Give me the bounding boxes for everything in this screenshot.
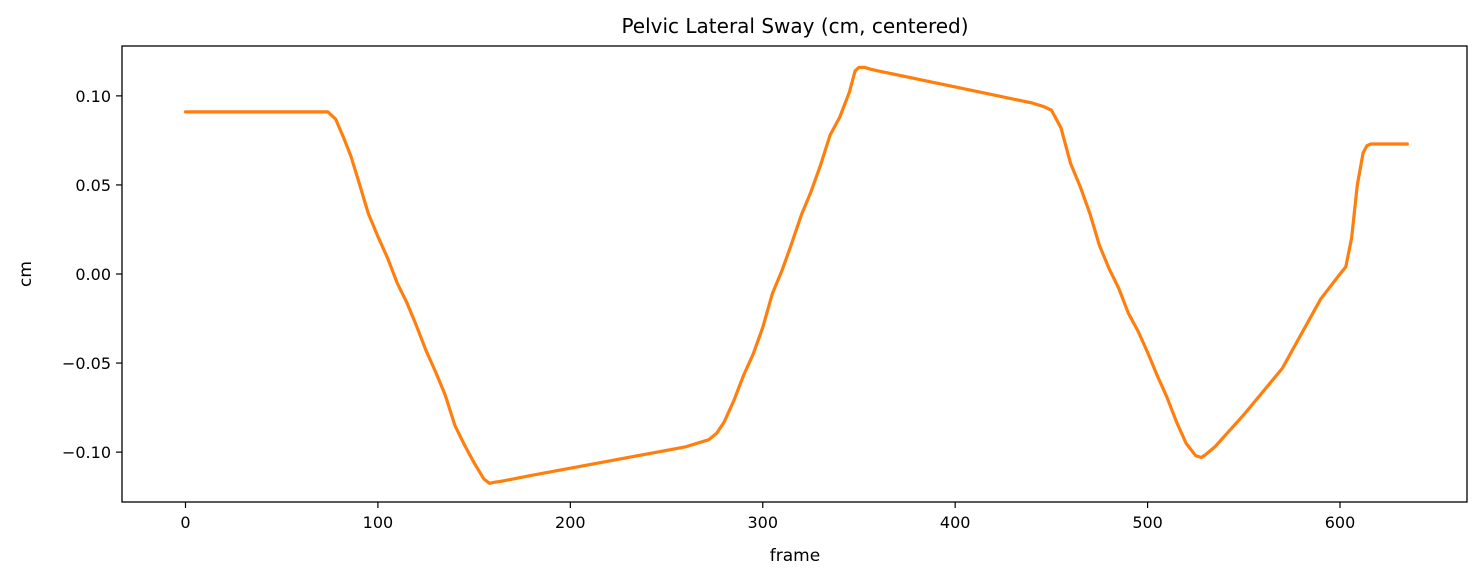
y-axis: −0.10 −0.05 0.00 0.05 0.10: [62, 87, 122, 462]
x-tick-label: 500: [1132, 513, 1163, 532]
y-axis-label: cm: [16, 261, 36, 287]
x-axis-label: frame: [770, 546, 820, 566]
x-tick-label: 400: [940, 513, 971, 532]
series-line: [183, 65, 1409, 485]
y-tick-label: −0.05: [62, 354, 111, 373]
axes-frame: [121, 45, 1468, 503]
x-axis: 0 100 200 300 400 500 600: [180, 502, 1355, 532]
y-tick-label: 0.05: [75, 176, 111, 195]
x-tick-label: 600: [1325, 513, 1356, 532]
y-tick-label: 0.00: [75, 265, 111, 284]
x-tick-label: 300: [747, 513, 778, 532]
x-tick-label: 0: [180, 513, 190, 532]
chart-title: Pelvic Lateral Sway (cm, centered): [621, 14, 968, 38]
x-tick-label: 100: [363, 513, 394, 532]
plot-area: [183, 65, 1409, 485]
y-tick-label: −0.10: [62, 443, 111, 462]
y-tick-label: 0.10: [75, 87, 111, 106]
x-tick-label: 200: [555, 513, 586, 532]
